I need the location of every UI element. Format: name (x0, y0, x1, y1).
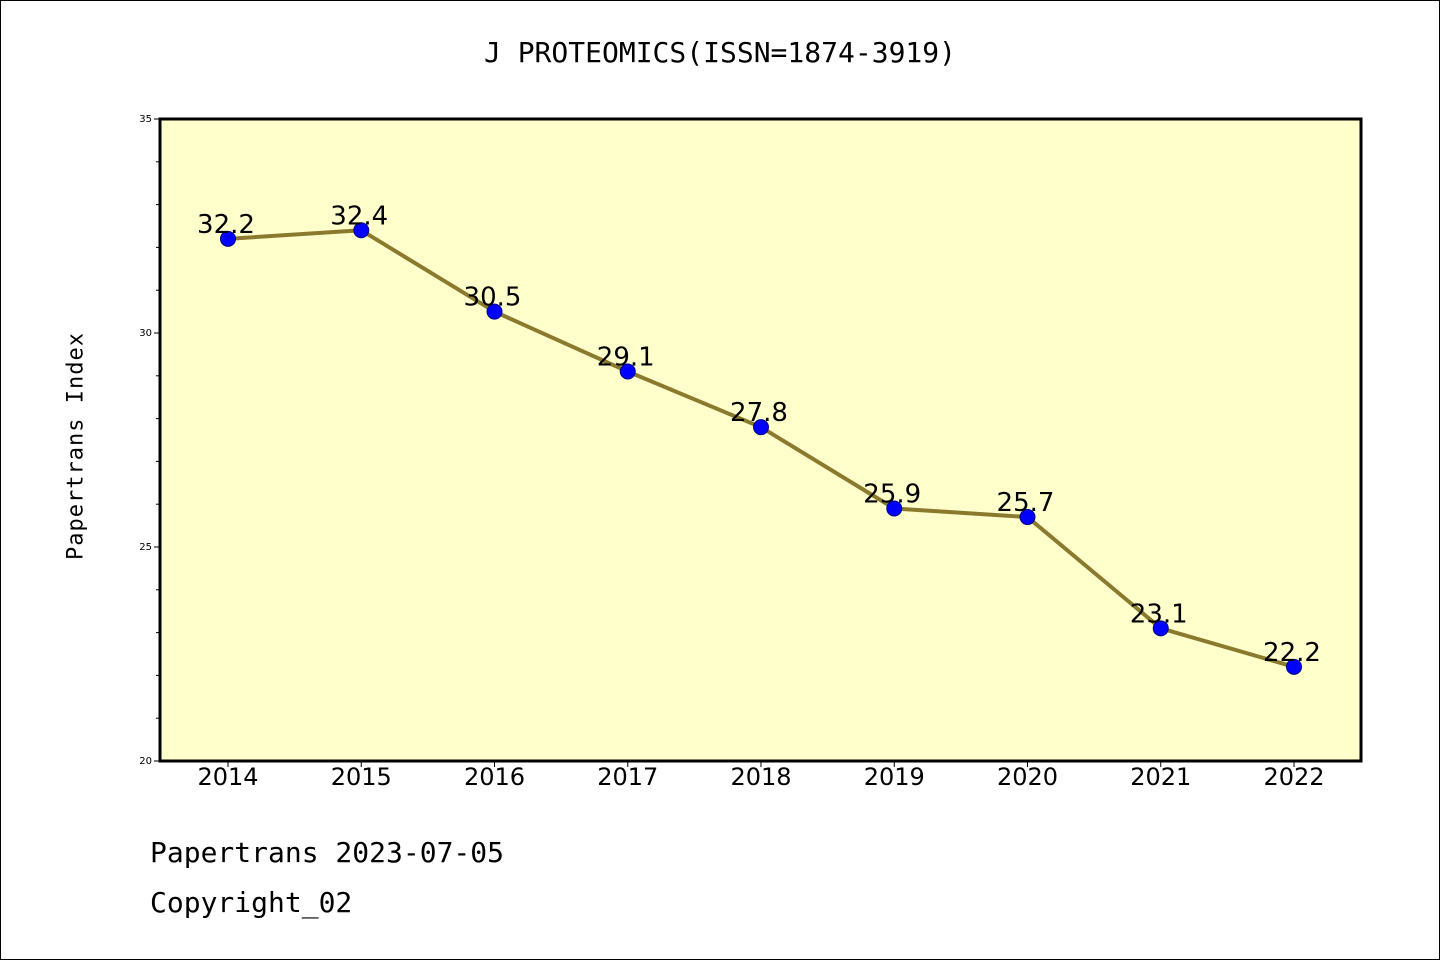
x-tick-label: 2020 (997, 763, 1058, 791)
data-label: 32.2 (197, 210, 255, 240)
data-point (886, 500, 903, 517)
data-label: 29.1 (597, 343, 655, 373)
data-point (753, 419, 769, 436)
data-label: 22.2 (1263, 638, 1321, 668)
x-tick-label: 2015 (331, 763, 392, 791)
y-tick-label: 35 (139, 114, 152, 125)
x-tick-label: 2021 (1130, 763, 1191, 791)
data-label: 25.9 (863, 479, 921, 509)
data-label: 32.4 (330, 201, 388, 231)
y-tick-label: 25 (139, 542, 152, 553)
footer-copyright: Copyright_02 (150, 886, 353, 919)
x-tick-label: 2019 (864, 763, 925, 791)
data-label: 23.1 (1130, 599, 1188, 629)
data-point (1019, 509, 1036, 526)
y-tick-label: 20 (139, 756, 152, 767)
x-tick-label: 2017 (597, 763, 658, 791)
data-point (1286, 658, 1302, 675)
data-point (220, 230, 236, 247)
data-label: 25.7 (997, 488, 1055, 518)
x-tick-label: 2018 (730, 763, 791, 791)
data-label: 27.8 (730, 398, 788, 428)
x-tick-label: 2022 (1263, 763, 1324, 791)
data-point (1152, 620, 1169, 637)
data-point (486, 303, 503, 320)
x-tick-label: 2014 (197, 763, 258, 791)
plot-area (158, 117, 1363, 763)
x-tick-label: 2016 (464, 763, 525, 791)
footer-source: Papertrans 2023-07-05 (150, 836, 505, 869)
chart-title: J PROTEOMICS(ISSN=1874-3919) (483, 36, 956, 69)
y-tick-label: 30 (139, 328, 152, 339)
data-label: 30.5 (464, 283, 522, 313)
data-point (353, 222, 370, 239)
data-point (619, 363, 636, 380)
